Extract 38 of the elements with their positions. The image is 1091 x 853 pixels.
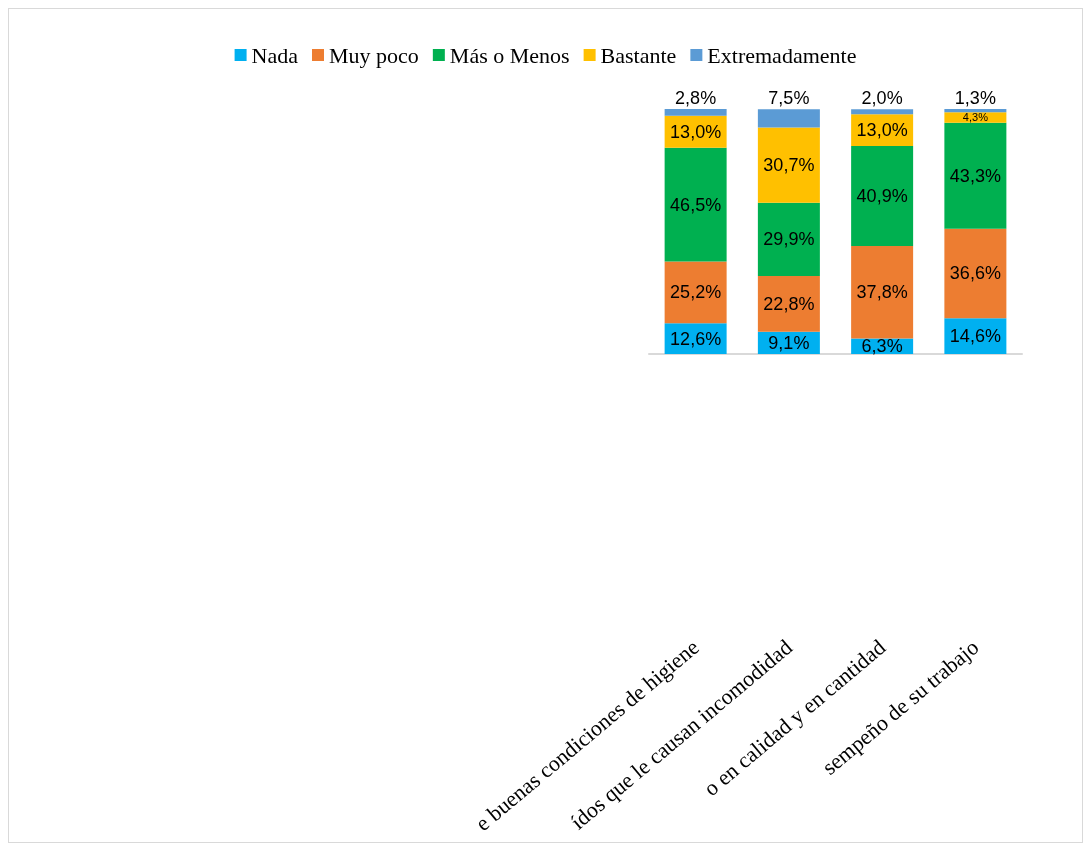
bar xyxy=(944,122,1007,229)
legend-label: Bastante xyxy=(600,42,677,68)
data-label: 25,2% xyxy=(670,282,722,303)
data-label: 13,0% xyxy=(856,120,908,141)
data-label: 12,6% xyxy=(670,328,722,349)
data-label: 4,3% xyxy=(962,111,989,124)
data-label: 6,3% xyxy=(861,336,903,357)
data-label: 1,3% xyxy=(954,88,996,108)
legend-label: Muy poco xyxy=(329,42,419,68)
data-label: 36,6% xyxy=(949,263,1001,284)
data-label: 13,0% xyxy=(670,121,722,142)
bar xyxy=(851,109,914,115)
data-label: 43,3% xyxy=(949,165,1001,186)
legend-label: Extremadamente xyxy=(707,42,857,68)
bar xyxy=(757,202,820,276)
bar xyxy=(757,109,820,128)
data-label: 40,9% xyxy=(856,186,908,207)
bar xyxy=(757,127,820,203)
bar xyxy=(664,261,727,324)
data-label: 29,9% xyxy=(763,229,815,250)
data-label: 7,5% xyxy=(768,88,810,109)
bar xyxy=(851,145,914,247)
data-label: 9,1% xyxy=(768,332,810,353)
data-label: 22,8% xyxy=(763,293,815,314)
data-label: 2,0% xyxy=(861,88,903,109)
legend-label: Más o Menos xyxy=(449,42,570,68)
bar xyxy=(664,147,727,262)
data-label: 14,6% xyxy=(949,326,1001,347)
legend-label: Nada xyxy=(251,42,299,68)
bar xyxy=(944,228,1007,319)
bar xyxy=(851,246,914,339)
bar xyxy=(757,275,820,332)
data-label: 46,5% xyxy=(670,194,722,215)
bar xyxy=(664,109,727,116)
data-label: 2,8% xyxy=(675,88,717,108)
data-label: 37,8% xyxy=(856,282,908,303)
bar xyxy=(944,109,1007,113)
data-label: 30,7% xyxy=(763,155,815,176)
